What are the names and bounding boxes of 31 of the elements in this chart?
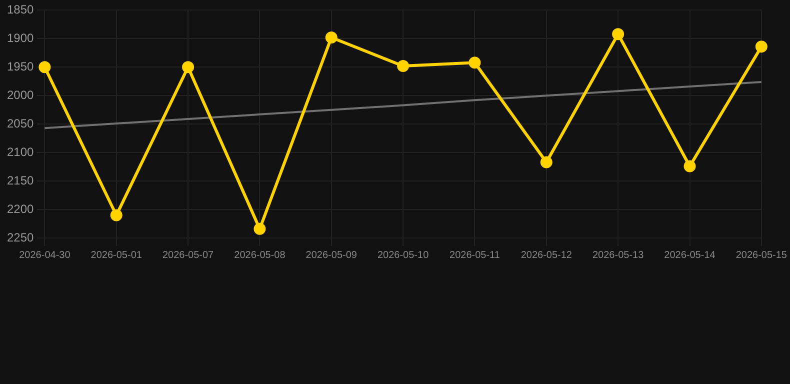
x-tick-label: 2026-05-15 [736, 250, 788, 261]
x-tick-label: 2026-05-10 [377, 250, 430, 261]
point [254, 222, 266, 235]
point [110, 209, 122, 222]
point [612, 28, 624, 40]
point [755, 40, 768, 53]
point [468, 56, 481, 69]
y-tick-label: 2050 [6, 116, 34, 130]
y-tick-label: 2150 [6, 173, 34, 188]
point [38, 61, 51, 74]
point [182, 61, 194, 74]
y-tick-label: 2200 [6, 202, 34, 216]
point [684, 160, 696, 172]
x-tick-label: 2026-04-30 [19, 250, 71, 261]
x-tick-label: 2026-05-07 [162, 250, 214, 261]
x-tick-label: 2026-05-13 [592, 250, 644, 261]
x-tick-label: 2026-05-14 [664, 250, 716, 261]
x-tick-label: 2026-05-12 [520, 250, 572, 261]
y-tick-label: 1950 [6, 59, 34, 74]
point [325, 32, 338, 44]
x-tick-label: 2026-05-08 [234, 250, 286, 261]
y-tick-label: 1900 [6, 30, 34, 45]
x-tick-label: 2026-05-01 [90, 250, 142, 261]
y-tick-label: 2000 [6, 88, 34, 102]
y-tick-label: 1850 [6, 2, 34, 17]
point [397, 60, 410, 72]
point [540, 156, 552, 168]
y-tick-label: 2250 [6, 230, 34, 244]
x-tick-label: 2026-05-11 [450, 250, 500, 261]
x-tick-label: 2026-05-09 [306, 250, 358, 261]
y-tick-label: 2100 [6, 144, 34, 159]
